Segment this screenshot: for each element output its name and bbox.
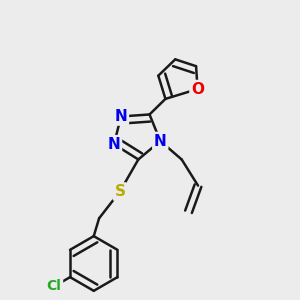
Text: N: N <box>108 137 120 152</box>
Text: O: O <box>191 82 204 97</box>
Text: Cl: Cl <box>47 279 61 293</box>
Text: S: S <box>114 184 125 199</box>
Text: N: N <box>154 134 167 148</box>
Text: N: N <box>115 109 127 124</box>
